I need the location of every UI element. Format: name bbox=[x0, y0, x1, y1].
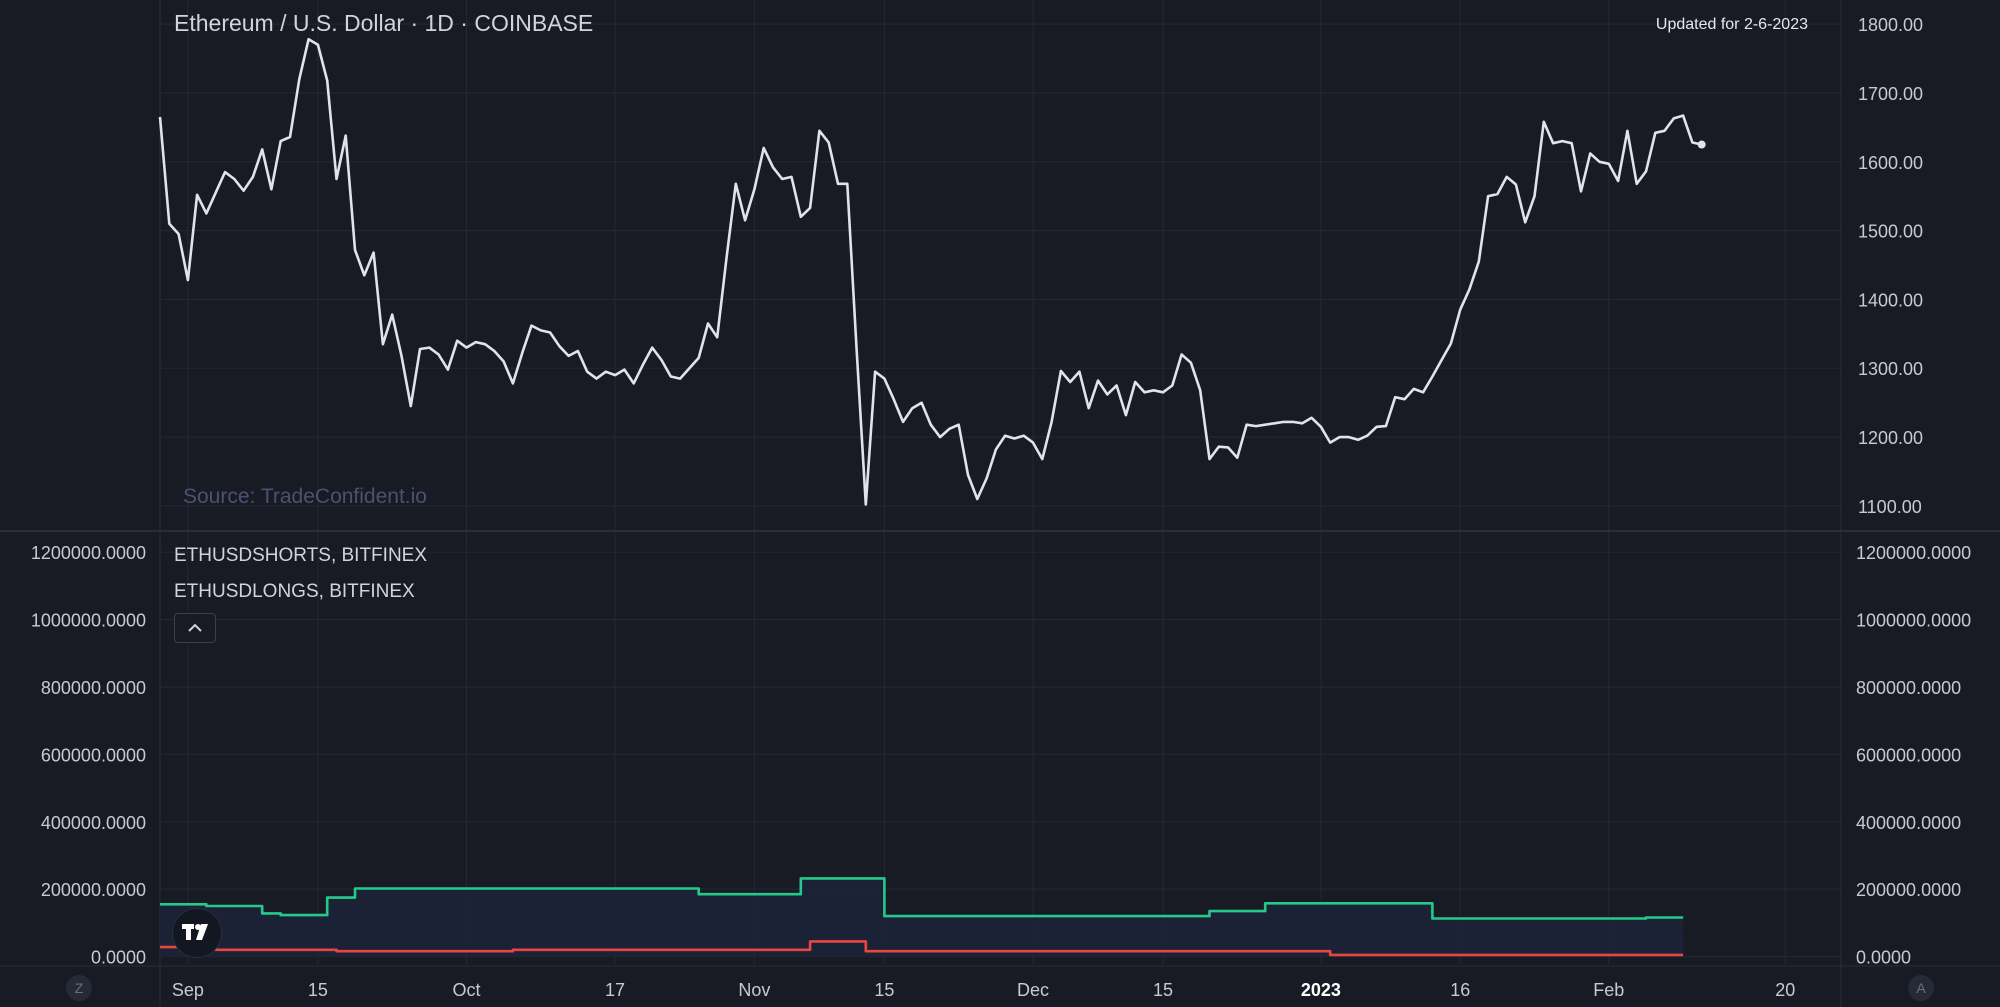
price-tick-label: 1800.00 bbox=[1858, 15, 1923, 35]
x-tick-label: Oct bbox=[452, 980, 480, 1000]
legend-shorts[interactable]: ETHUSDSHORTS, BITFINEX bbox=[174, 545, 428, 566]
x-tick-label: 15 bbox=[1153, 980, 1173, 1000]
positions-tick-label-left: 400000.0000 bbox=[41, 813, 146, 833]
x-tick-label: 15 bbox=[874, 980, 894, 1000]
price-tick-label: 1700.00 bbox=[1858, 84, 1923, 104]
positions-tick-label-right: 600000.0000 bbox=[1856, 745, 1961, 765]
timezone-button[interactable]: Z bbox=[66, 975, 92, 1001]
price-tick-label: 1600.00 bbox=[1858, 153, 1923, 173]
chart-title: Ethereum / U.S. Dollar · 1D · COINBASE bbox=[174, 10, 594, 36]
chevron-up-icon bbox=[188, 623, 202, 632]
price-tick-label: 1400.00 bbox=[1858, 290, 1923, 310]
price-tick-label: 1100.00 bbox=[1858, 497, 1922, 517]
positions-tick-label-left: 1000000.0000 bbox=[31, 611, 146, 631]
positions-tick-label-right: 1200000.0000 bbox=[1856, 543, 1971, 563]
positions-tick-label-left: 0.0000 bbox=[91, 948, 146, 968]
positions-tick-label-left: 200000.0000 bbox=[41, 880, 146, 900]
x-tick-label: Feb bbox=[1593, 980, 1624, 1000]
price-tick-label: 1500.00 bbox=[1858, 222, 1923, 242]
legend-collapse-button[interactable] bbox=[174, 613, 216, 643]
longs-line bbox=[160, 877, 1684, 920]
price-last-point bbox=[1697, 140, 1706, 149]
price-tick-label: 1200.00 bbox=[1858, 428, 1923, 448]
price-line bbox=[158, 37, 1702, 506]
positions-tick-label-right: 1000000.0000 bbox=[1856, 611, 1971, 631]
positions-tick-label-right: 400000.0000 bbox=[1856, 813, 1961, 833]
updated-label: Updated for 2-6-2023 bbox=[1655, 16, 1808, 33]
legend-longs[interactable]: ETHUSDLONGS, BITFINEX bbox=[174, 581, 415, 602]
longs-area bbox=[160, 878, 1684, 957]
x-tick-label: Dec bbox=[1017, 980, 1049, 1000]
tradingview-logo-icon bbox=[172, 908, 222, 958]
positions-tick-label-right: 800000.0000 bbox=[1856, 678, 1961, 698]
x-tick-label: 16 bbox=[1450, 980, 1470, 1000]
x-tick-label: 17 bbox=[605, 980, 625, 1000]
source-watermark: Source: TradeConfident.io bbox=[183, 485, 427, 508]
positions-tick-label-left: 1200000.0000 bbox=[31, 543, 146, 563]
shorts-line bbox=[160, 940, 1684, 957]
positions-tick-label-left: 800000.0000 bbox=[41, 678, 146, 698]
auto-scale-button[interactable]: A bbox=[1908, 975, 1934, 1001]
x-tick-label: Nov bbox=[738, 980, 770, 1000]
x-tick-label: Sep bbox=[172, 980, 204, 1000]
x-tick-label: 2023 bbox=[1301, 980, 1341, 1000]
x-tick-label: 15 bbox=[308, 980, 328, 1000]
positions-tick-label-right: 200000.0000 bbox=[1856, 880, 1961, 900]
x-tick-label: 20 bbox=[1775, 980, 1795, 1000]
price-tick-label: 1300.00 bbox=[1858, 359, 1923, 379]
positions-tick-label-left: 600000.0000 bbox=[41, 745, 146, 765]
positions-tick-label-right: 0.0000 bbox=[1856, 948, 1911, 968]
